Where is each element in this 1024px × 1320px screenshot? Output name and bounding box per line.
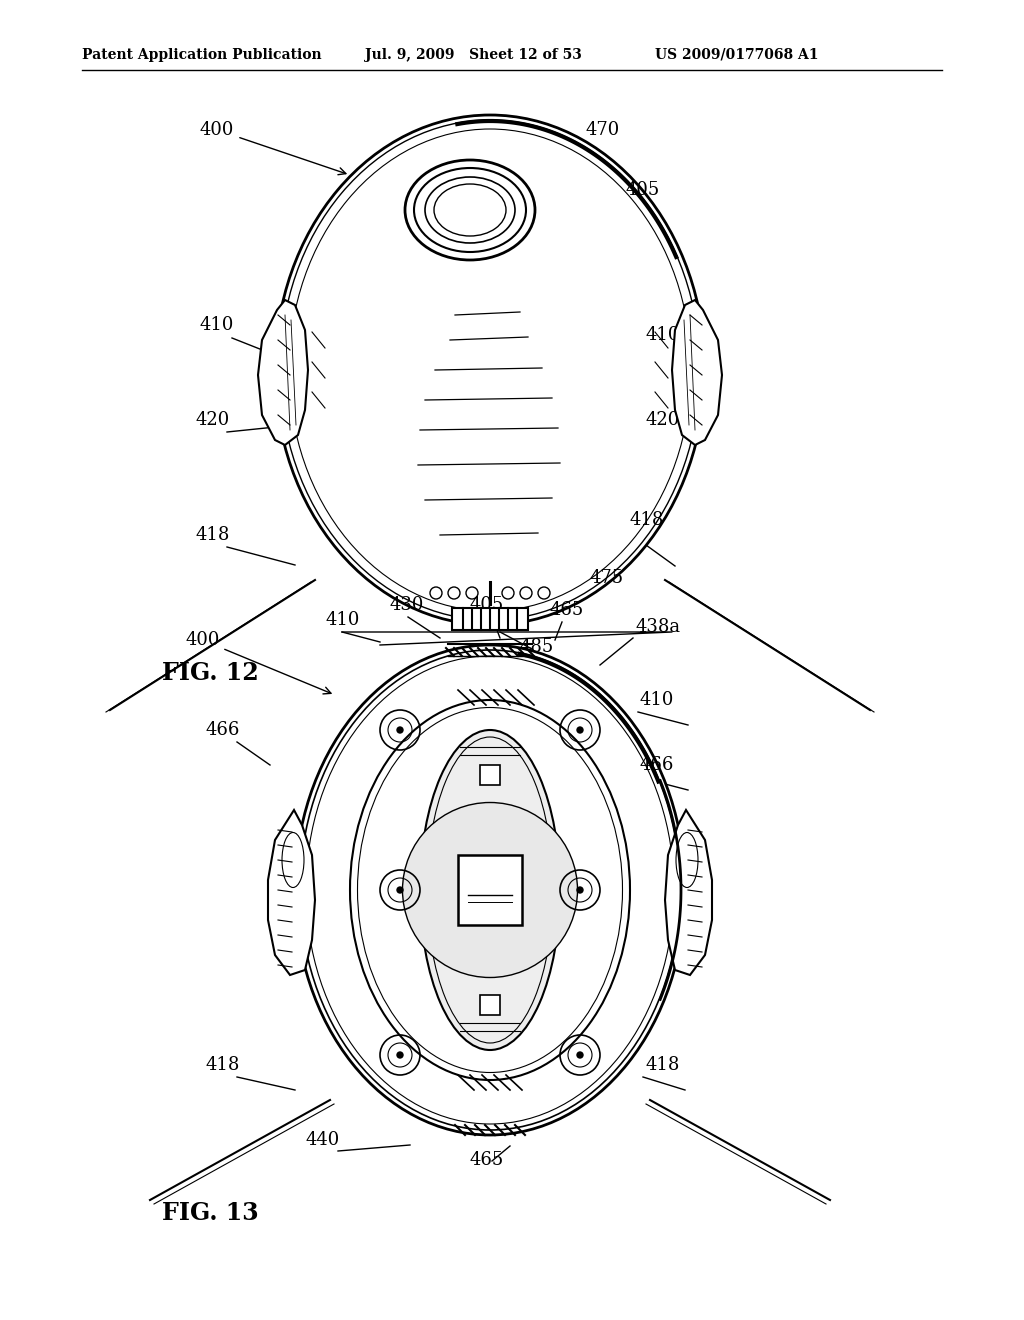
Text: 400: 400 bbox=[185, 631, 331, 694]
Text: 466: 466 bbox=[205, 721, 240, 739]
Polygon shape bbox=[268, 810, 315, 975]
Text: 465: 465 bbox=[470, 1151, 504, 1170]
Ellipse shape bbox=[295, 645, 685, 1135]
FancyBboxPatch shape bbox=[480, 766, 500, 785]
Text: 418: 418 bbox=[630, 511, 665, 529]
Text: Patent Application Publication: Patent Application Publication bbox=[82, 48, 322, 62]
Text: FIG. 12: FIG. 12 bbox=[162, 661, 259, 685]
Circle shape bbox=[397, 1052, 403, 1059]
Ellipse shape bbox=[402, 803, 578, 978]
Text: 420: 420 bbox=[195, 411, 229, 429]
Text: 410: 410 bbox=[325, 611, 359, 630]
Text: 466: 466 bbox=[640, 756, 675, 774]
Text: 418: 418 bbox=[195, 525, 229, 544]
Circle shape bbox=[577, 887, 583, 894]
Circle shape bbox=[397, 887, 403, 894]
Text: 410: 410 bbox=[645, 326, 679, 345]
Ellipse shape bbox=[406, 160, 535, 260]
Text: Jul. 9, 2009   Sheet 12 of 53: Jul. 9, 2009 Sheet 12 of 53 bbox=[365, 48, 582, 62]
Text: 465: 465 bbox=[550, 601, 585, 619]
Text: 438a: 438a bbox=[635, 618, 680, 636]
Text: 430: 430 bbox=[390, 597, 424, 614]
Text: 460: 460 bbox=[575, 902, 609, 919]
Text: 440: 440 bbox=[305, 1131, 339, 1148]
Text: 405: 405 bbox=[625, 181, 659, 199]
FancyBboxPatch shape bbox=[452, 609, 528, 630]
FancyBboxPatch shape bbox=[458, 855, 522, 925]
Ellipse shape bbox=[275, 115, 705, 624]
FancyBboxPatch shape bbox=[480, 995, 500, 1015]
Circle shape bbox=[577, 727, 583, 733]
Polygon shape bbox=[672, 300, 722, 445]
Text: 485: 485 bbox=[520, 638, 554, 656]
Text: 410: 410 bbox=[640, 690, 675, 709]
Text: US 2009/0177068 A1: US 2009/0177068 A1 bbox=[655, 48, 818, 62]
Text: FIG. 13: FIG. 13 bbox=[162, 1201, 259, 1225]
Text: 420: 420 bbox=[645, 411, 679, 429]
Text: 418: 418 bbox=[645, 1056, 679, 1074]
Polygon shape bbox=[258, 300, 308, 445]
Text: 470: 470 bbox=[585, 121, 620, 139]
Polygon shape bbox=[665, 810, 712, 975]
Text: 410: 410 bbox=[200, 315, 234, 334]
Circle shape bbox=[397, 727, 403, 733]
Ellipse shape bbox=[350, 700, 630, 1080]
Text: 405: 405 bbox=[470, 597, 504, 614]
Circle shape bbox=[577, 1052, 583, 1059]
Text: 475: 475 bbox=[590, 569, 624, 587]
Ellipse shape bbox=[420, 730, 560, 1049]
Text: 400: 400 bbox=[200, 121, 346, 174]
Text: 418: 418 bbox=[205, 1056, 240, 1074]
